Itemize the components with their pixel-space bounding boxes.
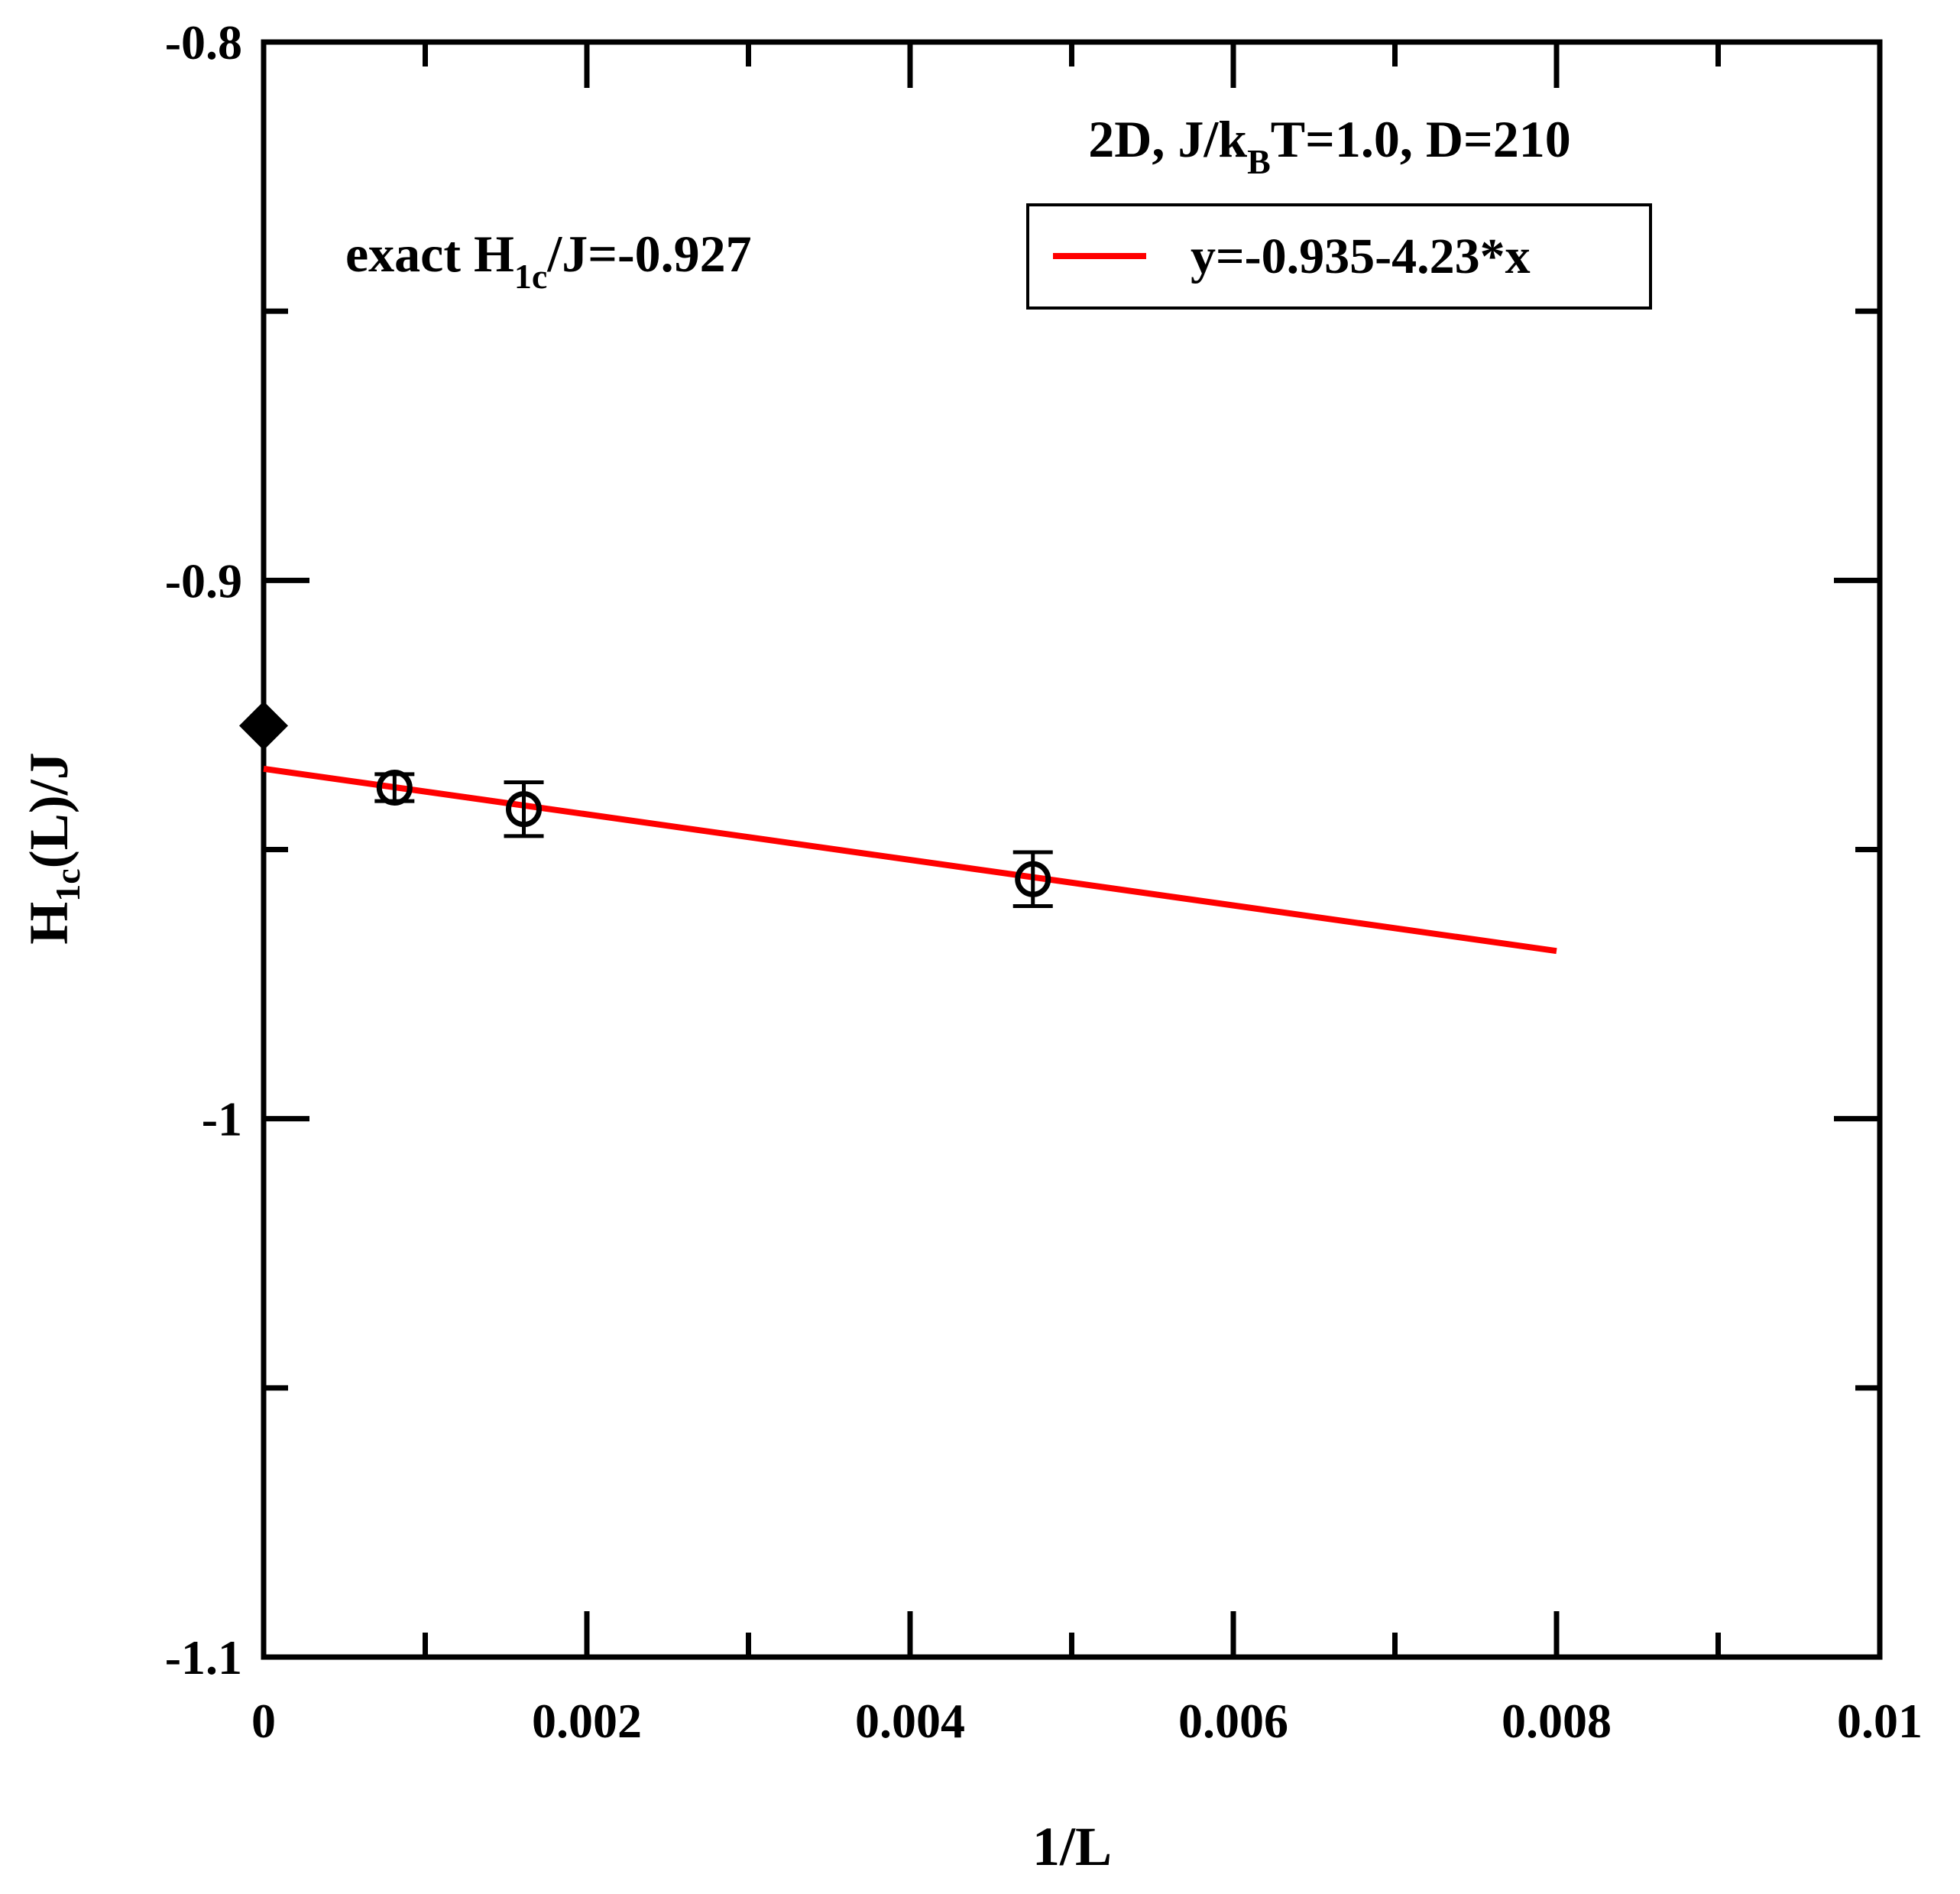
exact-annotation-post: /J=-0.927 — [546, 225, 751, 283]
title-annotation-sub: B — [1247, 142, 1271, 181]
marks — [239, 701, 1053, 908]
title-annotation-post: T=1.0, D=210 — [1271, 110, 1571, 168]
x-tick-label: 0.01 — [1837, 1694, 1923, 1748]
x-axis-title: 1/L — [1032, 1816, 1112, 1877]
data-point — [1015, 861, 1051, 897]
y-tick-label: -0.9 — [165, 553, 242, 608]
exact-value-marker — [239, 701, 288, 751]
legend: y=-0.935-4.23*x — [1026, 203, 1652, 310]
y-axis-title-rest: (L)/J — [18, 752, 79, 868]
y-tick-labels: -1.1 -1 -0.9 -0.8 — [165, 15, 242, 1685]
y-axis-title: H1c(L)/J — [18, 752, 87, 944]
x-tick-label: 0 — [251, 1694, 276, 1748]
y-axis-title-base: H — [18, 902, 79, 945]
x-tick-labels: 0 0.002 0.004 0.006 0.008 0.01 — [251, 1694, 1923, 1748]
legend-label: y=-0.935-4.23*x — [1191, 229, 1531, 284]
y-tick-label: -1 — [202, 1092, 242, 1146]
exact-annotation-pre: exact H — [345, 225, 514, 283]
x-tick-label: 0.002 — [532, 1694, 642, 1748]
x-tick-label: 0.008 — [1502, 1694, 1612, 1748]
y-tick-label: -0.8 — [165, 15, 242, 70]
x-tick-label: 0.004 — [855, 1694, 965, 1748]
x-tick-label: 0.006 — [1178, 1694, 1288, 1748]
fit-line — [263, 765, 1557, 955]
data-point — [506, 791, 543, 828]
ticks — [261, 39, 1883, 1660]
data-point — [376, 770, 413, 806]
title-annotation-pre: 2D, J/k — [1088, 110, 1247, 168]
y-axis-title-sub: 1c — [48, 868, 87, 901]
exact-annotation: exact H1c/J=-0.927 — [345, 225, 752, 296]
title-annotation: 2D, J/kBT=1.0, D=210 — [1088, 110, 1570, 181]
exact-annotation-sub: 1c — [514, 257, 547, 296]
y-tick-label: -1.1 — [165, 1630, 242, 1685]
